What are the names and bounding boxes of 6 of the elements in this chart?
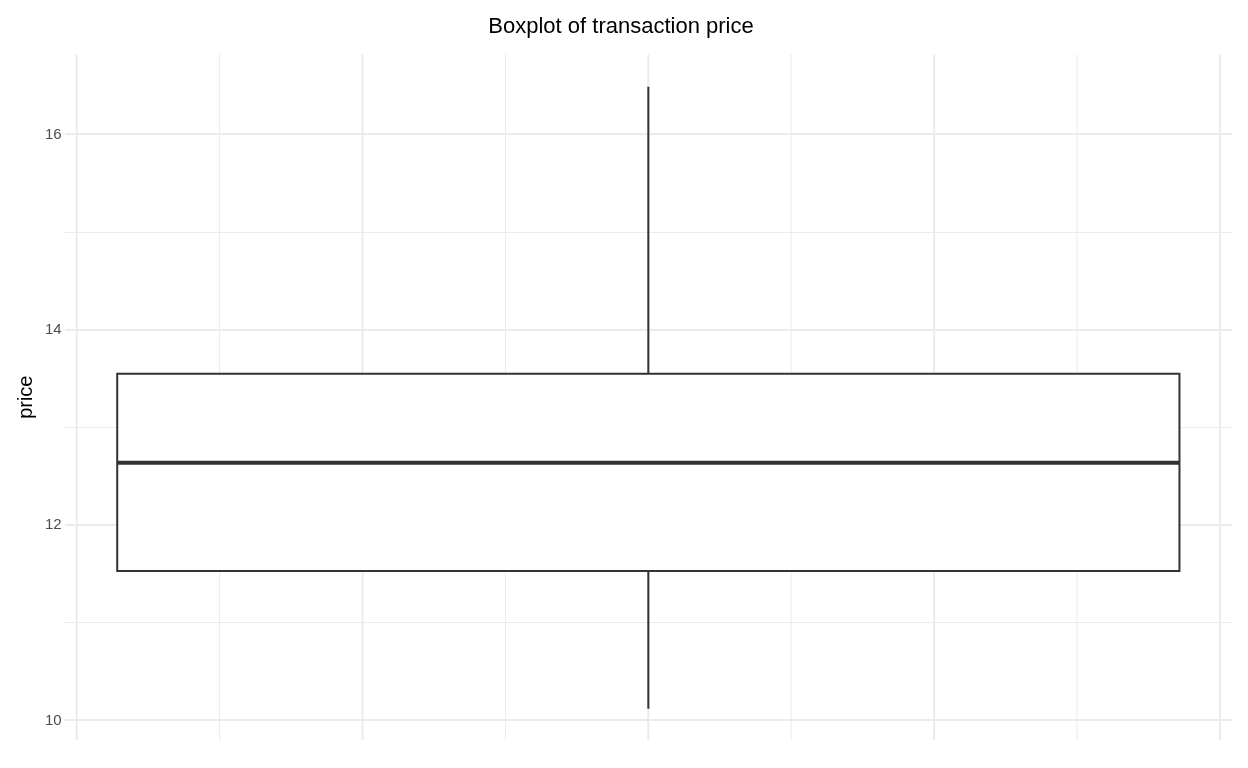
y-axis-title: price: [13, 375, 36, 419]
y-tick-label: 16: [45, 124, 62, 142]
y-tick-label: 10: [45, 710, 62, 728]
y-tick-label: 12: [45, 515, 62, 533]
y-tick-label: 14: [45, 319, 62, 337]
chart-title: Boxplot of transaction price: [488, 13, 754, 39]
